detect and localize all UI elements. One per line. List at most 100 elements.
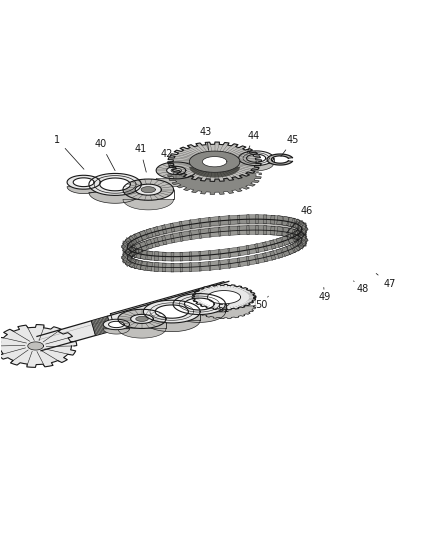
Polygon shape xyxy=(290,218,304,230)
Polygon shape xyxy=(270,226,283,236)
Polygon shape xyxy=(218,248,230,259)
Polygon shape xyxy=(199,262,211,271)
Polygon shape xyxy=(254,253,268,264)
Polygon shape xyxy=(192,285,256,310)
Polygon shape xyxy=(129,243,143,256)
Text: 47: 47 xyxy=(376,273,396,289)
Polygon shape xyxy=(67,175,100,189)
Polygon shape xyxy=(297,235,306,246)
Polygon shape xyxy=(162,234,175,245)
Polygon shape xyxy=(282,227,295,238)
Polygon shape xyxy=(147,262,159,272)
Polygon shape xyxy=(297,235,306,246)
Polygon shape xyxy=(125,256,139,269)
Text: 40: 40 xyxy=(95,139,115,171)
Polygon shape xyxy=(118,309,166,328)
Polygon shape xyxy=(270,215,283,225)
Polygon shape xyxy=(134,260,147,270)
Polygon shape xyxy=(270,238,283,249)
Polygon shape xyxy=(162,252,174,261)
Polygon shape xyxy=(121,241,134,255)
Polygon shape xyxy=(208,216,221,226)
Polygon shape xyxy=(168,160,261,195)
Text: 51: 51 xyxy=(217,304,230,314)
Polygon shape xyxy=(136,317,148,321)
Polygon shape xyxy=(282,216,295,227)
Polygon shape xyxy=(127,230,302,268)
Polygon shape xyxy=(122,247,137,261)
Polygon shape xyxy=(121,248,134,263)
Polygon shape xyxy=(290,229,304,242)
Polygon shape xyxy=(171,168,181,173)
Polygon shape xyxy=(277,216,289,226)
Polygon shape xyxy=(286,217,300,229)
Polygon shape xyxy=(246,255,259,265)
Polygon shape xyxy=(189,262,201,272)
Polygon shape xyxy=(184,298,214,310)
Polygon shape xyxy=(293,237,307,251)
Polygon shape xyxy=(154,225,167,236)
Polygon shape xyxy=(270,248,283,260)
Polygon shape xyxy=(267,154,293,165)
Polygon shape xyxy=(276,246,290,259)
Text: 50: 50 xyxy=(256,296,268,310)
Polygon shape xyxy=(109,321,124,328)
Polygon shape xyxy=(73,178,94,187)
Polygon shape xyxy=(143,300,200,323)
Polygon shape xyxy=(127,219,302,257)
Polygon shape xyxy=(121,252,134,266)
Polygon shape xyxy=(189,219,201,229)
Polygon shape xyxy=(228,215,240,224)
Polygon shape xyxy=(122,243,137,257)
Polygon shape xyxy=(180,252,191,261)
Polygon shape xyxy=(146,238,159,249)
Polygon shape xyxy=(129,232,143,245)
Polygon shape xyxy=(199,251,211,260)
Polygon shape xyxy=(146,227,159,238)
Polygon shape xyxy=(189,252,201,261)
Polygon shape xyxy=(247,225,258,235)
Polygon shape xyxy=(135,184,161,195)
Polygon shape xyxy=(237,245,250,256)
Polygon shape xyxy=(239,158,274,171)
Polygon shape xyxy=(170,232,183,243)
Polygon shape xyxy=(247,154,266,162)
Polygon shape xyxy=(156,162,196,179)
Polygon shape xyxy=(162,223,175,234)
Polygon shape xyxy=(171,252,183,261)
Polygon shape xyxy=(228,258,240,268)
Polygon shape xyxy=(103,319,130,330)
Polygon shape xyxy=(255,215,267,224)
Polygon shape xyxy=(173,304,226,322)
Polygon shape xyxy=(180,220,192,230)
Polygon shape xyxy=(100,178,131,191)
Polygon shape xyxy=(123,190,173,210)
Polygon shape xyxy=(134,241,148,254)
Polygon shape xyxy=(293,226,307,240)
Polygon shape xyxy=(297,223,306,235)
Polygon shape xyxy=(141,187,155,193)
Polygon shape xyxy=(282,233,296,246)
Text: 49: 49 xyxy=(318,287,331,302)
Polygon shape xyxy=(67,182,100,193)
Polygon shape xyxy=(246,244,259,254)
Text: 41: 41 xyxy=(134,144,147,172)
Polygon shape xyxy=(290,229,304,241)
Polygon shape xyxy=(238,225,249,235)
Polygon shape xyxy=(219,227,230,236)
Text: 42: 42 xyxy=(160,149,173,168)
Polygon shape xyxy=(110,281,229,332)
Text: 1: 1 xyxy=(54,135,84,169)
Polygon shape xyxy=(143,312,200,332)
Polygon shape xyxy=(276,236,290,247)
Text: 46: 46 xyxy=(286,206,312,233)
Polygon shape xyxy=(263,226,275,235)
Text: 48: 48 xyxy=(353,281,369,294)
Polygon shape xyxy=(208,261,221,270)
Polygon shape xyxy=(0,325,77,367)
Polygon shape xyxy=(173,294,226,314)
Polygon shape xyxy=(237,256,250,267)
Polygon shape xyxy=(171,263,183,272)
Polygon shape xyxy=(129,258,143,270)
Polygon shape xyxy=(219,216,230,225)
